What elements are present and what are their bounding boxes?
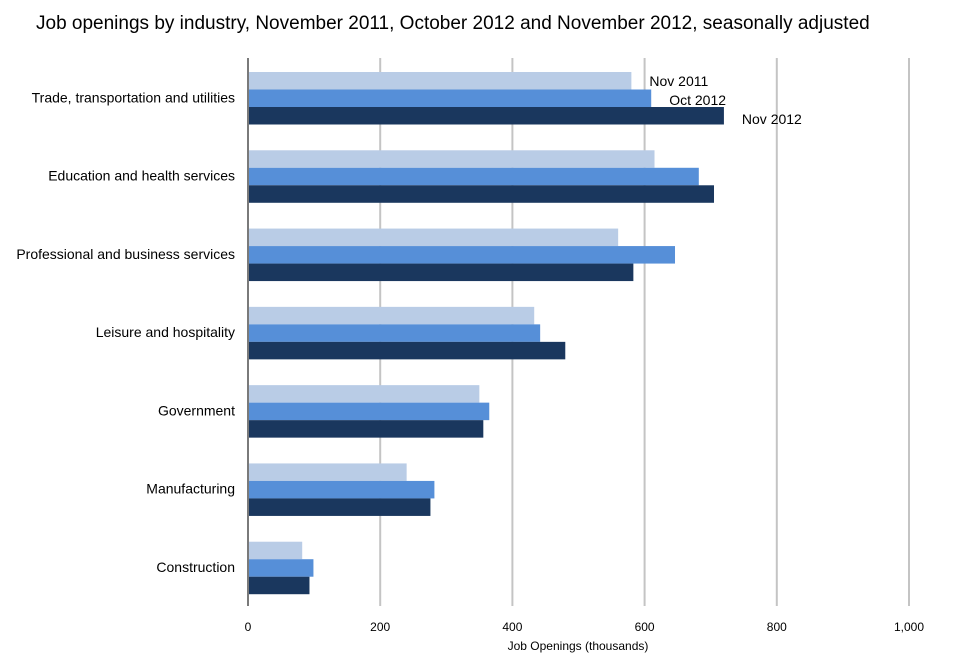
- category-label: Trade, transportation and utilities: [32, 89, 235, 105]
- category-label: Government: [158, 402, 235, 418]
- bar: [248, 498, 431, 516]
- chart-title: Job openings by industry, November 2011,…: [36, 13, 870, 34]
- category-label: Construction: [156, 559, 235, 575]
- bar: [248, 576, 310, 595]
- bar: [248, 324, 541, 342]
- x-tick-label: 0: [245, 620, 252, 634]
- bar: [248, 246, 676, 264]
- bar: [248, 420, 484, 438]
- bar: [248, 107, 724, 125]
- bar: [248, 150, 655, 168]
- bar: [248, 341, 566, 360]
- bar: [248, 263, 634, 282]
- labels: 0 200 400 600 800 1,000 Trade, transportation …: [16, 73, 924, 634]
- bar: [248, 306, 535, 325]
- category-label: Education and health services: [48, 168, 235, 184]
- legend-label: Oct 2012: [669, 92, 726, 108]
- bars: [248, 72, 724, 595]
- bar: [248, 541, 303, 560]
- x-axis-title: Job Openings (thousands): [508, 639, 649, 653]
- bar: [248, 185, 715, 203]
- x-tick-label: 600: [635, 620, 655, 634]
- bar: [248, 167, 699, 186]
- bar: [248, 402, 490, 421]
- legend-label: Nov 2012: [742, 111, 802, 127]
- x-tick-label: 400: [502, 620, 522, 634]
- legend-label: Nov 2011: [649, 73, 708, 89]
- x-tick-label: 1,000: [894, 620, 924, 634]
- bar: [248, 72, 632, 90]
- category-label: Manufacturing: [146, 481, 235, 497]
- bar: [248, 463, 407, 481]
- bar: [248, 480, 435, 499]
- category-label: Professional and business services: [16, 246, 235, 262]
- x-tick-label: 800: [767, 620, 787, 634]
- bar: [248, 385, 480, 403]
- x-tick-label: 200: [370, 620, 390, 634]
- bar: [248, 228, 619, 247]
- category-label: Leisure and hospitality: [96, 324, 235, 340]
- bar: [248, 559, 314, 577]
- bar: [248, 89, 652, 107]
